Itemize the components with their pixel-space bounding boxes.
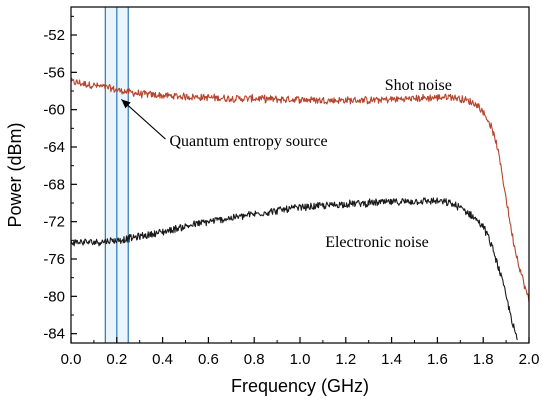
x-tick-label: 0.2	[106, 351, 127, 368]
y-tick-label: -52	[43, 27, 65, 44]
highlight-band-layer	[104, 7, 129, 343]
x-tick-label: 0.4	[152, 351, 173, 368]
x-tick-label: 0.0	[61, 351, 82, 368]
series-layer	[70, 77, 530, 341]
y-tick-label: -76	[43, 251, 65, 268]
y-tick-label: -80	[43, 288, 65, 305]
series-line-electronic-noise	[70, 197, 518, 341]
plot-frame	[70, 6, 530, 344]
series-line-shot-noise	[70, 77, 530, 303]
x-tick-label: 1.2	[335, 351, 356, 368]
y-tick-label: -56	[43, 64, 65, 81]
x-tick-label: 1.0	[290, 351, 311, 368]
ticks-layer: 0.0 0.2 0.4 0.6 0.8 1.0 1.2 1.4 1.6 1.8 2.0 -52 -56 -…	[43, 15, 540, 368]
y-axis-label: Power (dBm)	[5, 122, 25, 227]
annotation-label: Quantum entropy source	[169, 133, 327, 150]
annotation-arrow	[121, 98, 166, 140]
annotation-layer: Shot noise Quantum entropy source Electron…	[121, 77, 452, 251]
x-tick-label: 1.4	[381, 351, 402, 368]
x-axis-label: Frequency (GHz)	[231, 376, 369, 396]
x-tick-label: 0.8	[244, 351, 265, 368]
x-tick-label: 0.6	[198, 351, 219, 368]
y-tick-label: -60	[43, 102, 65, 119]
y-tick-label: -68	[43, 176, 65, 193]
y-tick-label: -84	[43, 326, 65, 343]
x-tick-label: 2.0	[519, 351, 540, 368]
annotation-label: Electronic noise	[325, 234, 429, 251]
y-tick-label: -72	[43, 214, 65, 231]
x-tick-label: 1.6	[427, 351, 448, 368]
annotation-label: Shot noise	[385, 77, 452, 94]
y-tick-label: -64	[43, 139, 65, 156]
axes-layer	[70, 6, 530, 344]
x-tick-label: 1.8	[473, 351, 494, 368]
